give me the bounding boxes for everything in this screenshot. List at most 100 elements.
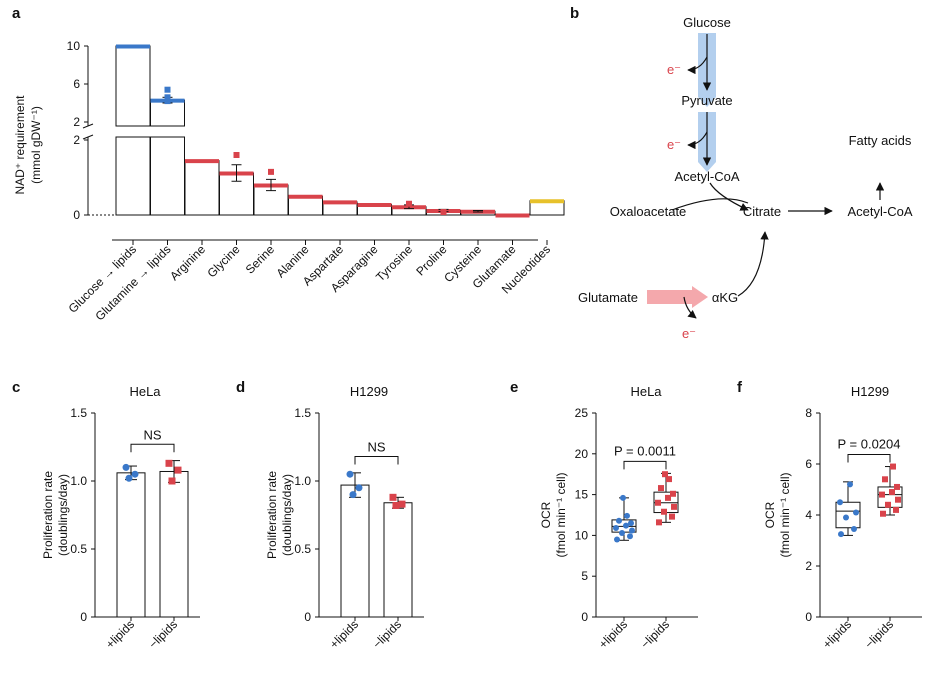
panel-e-ytick-label: 20 bbox=[575, 447, 589, 461]
category-label-1: −lipids bbox=[370, 617, 404, 651]
data-point-1 bbox=[389, 493, 397, 501]
category-label-2: Arginine bbox=[167, 242, 208, 283]
panel-a-ylabel-line2: (mmol gDW⁻¹) bbox=[29, 106, 43, 184]
data-point-0 bbox=[627, 533, 633, 540]
electron-label-3: e⁻ bbox=[682, 326, 696, 341]
bar-1 bbox=[150, 99, 185, 127]
data-point-1 bbox=[669, 513, 675, 520]
panel-a-chart: NAD⁺ requirement (mmol gDW⁻¹) 261002Gluc… bbox=[13, 39, 565, 323]
bar-1 bbox=[159, 470, 189, 618]
arrow-electron-1 bbox=[687, 56, 708, 75]
panel-a-ytick-label: 2 bbox=[73, 133, 80, 147]
panel-a-ytick-label: 0 bbox=[73, 208, 80, 222]
data-point-1 bbox=[890, 463, 896, 470]
panel-e-ytick-label: 25 bbox=[575, 406, 589, 420]
category-label-1: −lipids bbox=[638, 617, 672, 651]
data-point-0 bbox=[623, 522, 629, 529]
panel-f-ytick-label: 4 bbox=[805, 508, 812, 522]
data-point-0 bbox=[131, 470, 139, 478]
panel-f-title: H1299 bbox=[851, 384, 889, 399]
data-point-8 bbox=[406, 200, 412, 207]
electron-label-1: e⁻ bbox=[667, 62, 681, 77]
panel-d-ylabel-line2: (doublings/day) bbox=[280, 474, 294, 556]
glutamate-flux-head bbox=[692, 286, 708, 308]
data-point-0 bbox=[616, 517, 622, 524]
panel-f-ytick-label: 6 bbox=[805, 457, 812, 471]
bar-5 bbox=[288, 195, 323, 216]
panel-d-ytick-label: 0.5 bbox=[294, 542, 311, 556]
bar-cap-12 bbox=[530, 199, 564, 204]
data-point-0 bbox=[346, 470, 354, 478]
data-point-0 bbox=[125, 474, 133, 482]
arrow-electron-3 bbox=[683, 296, 697, 319]
panel-e-ytick-label: 0 bbox=[581, 610, 588, 624]
data-point-9 bbox=[440, 209, 447, 215]
category-label-1: −lipids bbox=[146, 617, 180, 651]
panel-f-significance-bracket bbox=[847, 454, 891, 463]
data-point-0 bbox=[349, 491, 357, 499]
node-pyruvate: Pyruvate bbox=[681, 93, 732, 108]
data-point-1 bbox=[665, 494, 671, 501]
data-point-1 bbox=[879, 491, 885, 498]
panel-letter-d: d bbox=[236, 379, 245, 396]
data-point-1 bbox=[398, 500, 406, 508]
data-point-1 bbox=[164, 94, 171, 101]
panel-e-ylabel-line2: (fmol min⁻¹ cell) bbox=[554, 472, 568, 557]
bar-0 bbox=[115, 45, 151, 127]
panel-letter-f: f bbox=[737, 379, 743, 396]
panel-c-ylabel-line2: (doublings/day) bbox=[56, 474, 70, 556]
category-label-4: Serine bbox=[243, 242, 278, 277]
panel-a-axis-break-mark bbox=[82, 134, 94, 140]
node-glutamate: Glutamate bbox=[578, 290, 638, 305]
panel-e-title: HeLa bbox=[630, 384, 662, 399]
data-point-1 bbox=[174, 466, 182, 474]
panel-d-significance-label: NS bbox=[367, 440, 385, 455]
data-point-1 bbox=[656, 519, 662, 526]
data-point-1 bbox=[885, 501, 891, 508]
panel-e-significance-label: P = 0.0011 bbox=[614, 443, 676, 458]
data-point-1 bbox=[164, 98, 171, 105]
panel-letter-e: e bbox=[510, 379, 518, 396]
panel-c-ylabel-line1: Proliferation rate bbox=[41, 471, 55, 559]
bar-cap-6 bbox=[323, 200, 357, 205]
panel-d-title: H1299 bbox=[350, 384, 388, 399]
node-akg: αKG bbox=[712, 290, 738, 305]
data-point-1 bbox=[164, 86, 171, 93]
category-label-0: +lipids bbox=[596, 617, 630, 651]
panel-f-ytick-label: 0 bbox=[805, 610, 812, 624]
panel-f-chart: H1299 OCR (fmol min⁻¹ cell) 0 2 4 6 8 +lipids −li… bbox=[763, 384, 922, 651]
panel-a-ylabel-line1: NAD⁺ requirement bbox=[13, 95, 27, 195]
panel-c-ytick-label: 0.5 bbox=[70, 542, 87, 556]
panel-a-ytick-label: 6 bbox=[73, 77, 80, 91]
data-point-0 bbox=[853, 509, 859, 516]
data-point-0 bbox=[620, 494, 626, 501]
bar-cap-2 bbox=[185, 159, 219, 164]
panel-letter-a: a bbox=[12, 5, 21, 22]
category-label-8: Tyrosine bbox=[373, 242, 415, 284]
panel-d-chart: H1299 Proliferation rate (doublings/day) 0 0… bbox=[265, 384, 424, 651]
category-label-3: Glycine bbox=[204, 242, 242, 280]
panel-c-ytick-label: 0 bbox=[80, 610, 87, 624]
panel-d-ylabel-line1: Proliferation rate bbox=[265, 471, 279, 559]
bar-cap-11 bbox=[495, 213, 530, 218]
arrow-akg-citrate bbox=[737, 231, 769, 297]
pathway-diagram: Glucose Pyruvate Acetyl-CoA Oxaloacetate… bbox=[578, 15, 913, 341]
node-citrate: Citrate bbox=[743, 204, 781, 219]
data-point-1 bbox=[889, 489, 895, 496]
bar-1-lower bbox=[150, 136, 185, 216]
data-point-1 bbox=[661, 508, 667, 515]
data-point-0 bbox=[614, 536, 620, 543]
data-point-1 bbox=[880, 510, 886, 517]
bar-cap-7 bbox=[357, 203, 392, 207]
panel-letter-b: b bbox=[570, 5, 579, 22]
bar-0 bbox=[116, 472, 146, 618]
panel-e-significance-bracket bbox=[623, 460, 667, 470]
arrow-electron-2 bbox=[687, 131, 708, 150]
panel-c-ytick-label: 1.5 bbox=[70, 406, 87, 420]
data-point-0 bbox=[355, 484, 363, 492]
panel-a-ytick-label: 2 bbox=[73, 115, 80, 129]
data-point-0 bbox=[613, 525, 619, 532]
panel-f-ylabel-line2: (fmol min⁻¹ cell) bbox=[778, 472, 792, 557]
panel-f-ytick-label: 8 bbox=[805, 406, 812, 420]
data-point-1 bbox=[165, 459, 173, 467]
